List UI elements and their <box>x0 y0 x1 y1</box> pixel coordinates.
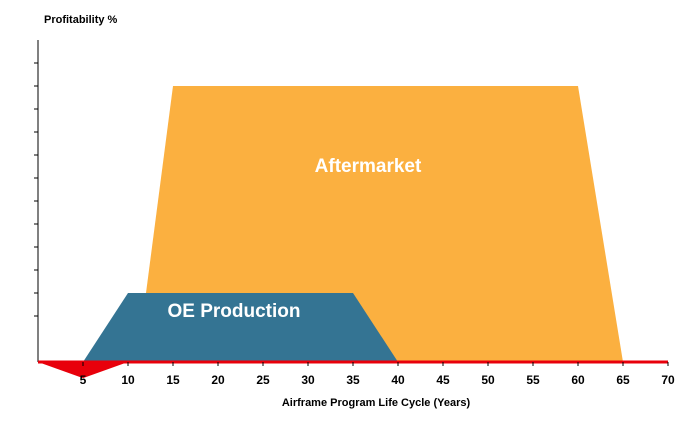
x-tick-label: 45 <box>436 373 450 387</box>
x-tick-label: 15 <box>166 373 180 387</box>
x-tick-label: 5 <box>80 373 87 387</box>
x-tick-label: 55 <box>526 373 540 387</box>
x-tick-label: 25 <box>256 373 270 387</box>
x-tick-label: 70 <box>661 373 675 387</box>
area <box>38 362 128 379</box>
x-tick-label: 35 <box>346 373 360 387</box>
x-tick-label: 65 <box>616 373 630 387</box>
x-axis-title: Airframe Program Life Cycle (Years) <box>282 397 471 409</box>
series-label: Aftermarket <box>315 156 422 177</box>
x-tick-label: 40 <box>391 373 405 387</box>
x-tick-label: 10 <box>121 373 135 387</box>
chart-title: Profitability % <box>44 14 118 26</box>
x-tick-label: 50 <box>481 373 495 387</box>
x-tick-label: 60 <box>571 373 585 387</box>
x-tick-label: 30 <box>301 373 315 387</box>
x-tick-label: 20 <box>211 373 225 387</box>
series-label: OE Production <box>168 301 301 322</box>
area <box>83 293 398 362</box>
